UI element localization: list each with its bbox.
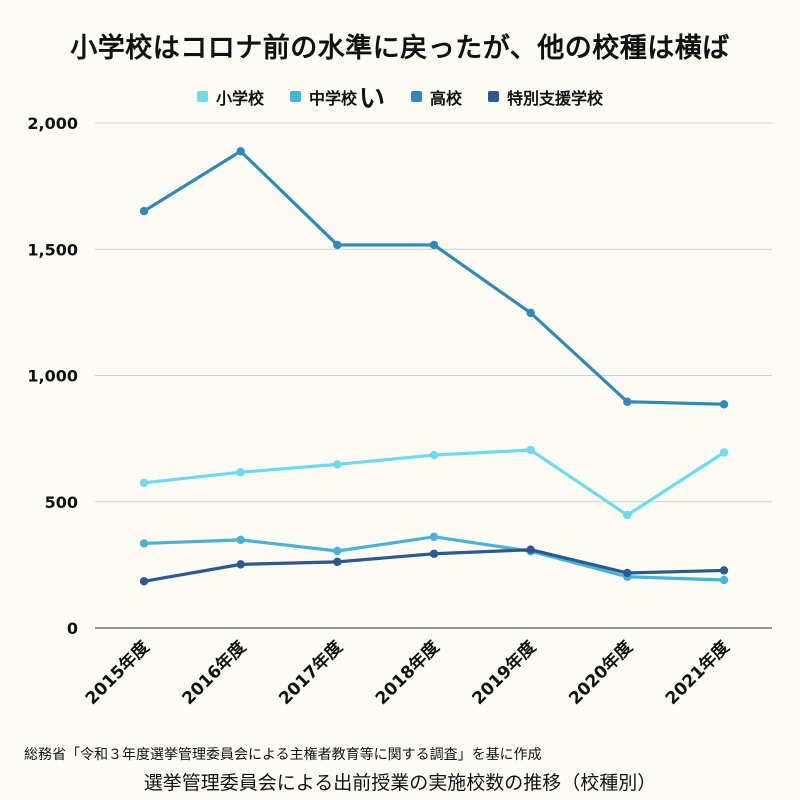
x-tick-label: 2021年度 [661, 636, 734, 709]
data-point [333, 460, 342, 469]
series-line [142, 448, 726, 517]
data-point [526, 445, 535, 455]
legend-swatch-elementary [196, 91, 208, 102]
y-tick-label: 2,000 [27, 114, 78, 133]
chart-title: 小学校はコロナ前の水準に戻ったが、他の校種は横ば [70, 33, 730, 64]
data-point [429, 450, 439, 460]
data-point [236, 535, 245, 545]
data-point [526, 545, 535, 554]
data-point [236, 468, 245, 477]
x-tick-label: 2019年度 [468, 636, 541, 709]
data-point [526, 308, 535, 318]
legend-swatch-special-support [488, 91, 500, 102]
x-tick-label: 2015年度 [81, 636, 154, 709]
data-point [139, 478, 149, 488]
chart-subtitle: 選挙管理委員会による出前授業の実施校数の推移（校種別） [143, 772, 657, 794]
data-point [333, 557, 342, 567]
data-point [623, 397, 632, 406]
legend-item-elementary: 小学校 [196, 85, 264, 109]
source-note: 総務省「令和３年度選挙管理委員会による主権者教育等に関する調査」を基に作成 [24, 747, 542, 763]
data-point [429, 532, 439, 542]
data-point [236, 560, 245, 569]
data-point [333, 546, 342, 556]
data-point [719, 566, 729, 575]
legend: 小学校 中学校 い 高校 特別支援学校 [0, 78, 800, 115]
data-point [139, 577, 149, 586]
legend-label-high-school: 高校 [430, 88, 463, 108]
legend-label-elementary: 小学校 [215, 88, 264, 108]
y-tick-label: 500 [45, 493, 78, 512]
data-point [236, 147, 245, 156]
legend-stray-char: い [358, 84, 385, 114]
data-point [719, 448, 729, 457]
x-tick-label: 2018年度 [371, 636, 444, 709]
data-point [719, 400, 729, 409]
y-tick-label: 1,000 [27, 367, 78, 386]
legend-item-special-support: 特別支援学校 [488, 85, 603, 109]
data-point [429, 549, 439, 558]
legend-swatch-high-school [411, 91, 422, 102]
data-point [429, 240, 439, 250]
legend-label-special-support: 特別支援学校 [507, 88, 604, 108]
data-point [623, 510, 632, 520]
data-point [333, 240, 342, 250]
legend-item-junior-high: 中学校 い [289, 78, 385, 115]
x-tick-label: 2017年度 [275, 636, 348, 709]
legend-swatch-junior-high [289, 91, 301, 102]
data-point [623, 568, 632, 578]
legend-item-high-school: 高校 [411, 85, 462, 109]
y-tick-label: 0 [67, 619, 78, 638]
data-point [719, 575, 729, 585]
x-tick-label: 2020年度 [565, 636, 638, 709]
y-tick-label: 1,500 [27, 240, 78, 259]
series-line [142, 149, 726, 406]
data-point [139, 206, 149, 216]
x-tick-label: 2016年度 [178, 636, 251, 709]
legend-label-junior-high: 中学校 [308, 88, 357, 108]
data-point [139, 539, 149, 548]
